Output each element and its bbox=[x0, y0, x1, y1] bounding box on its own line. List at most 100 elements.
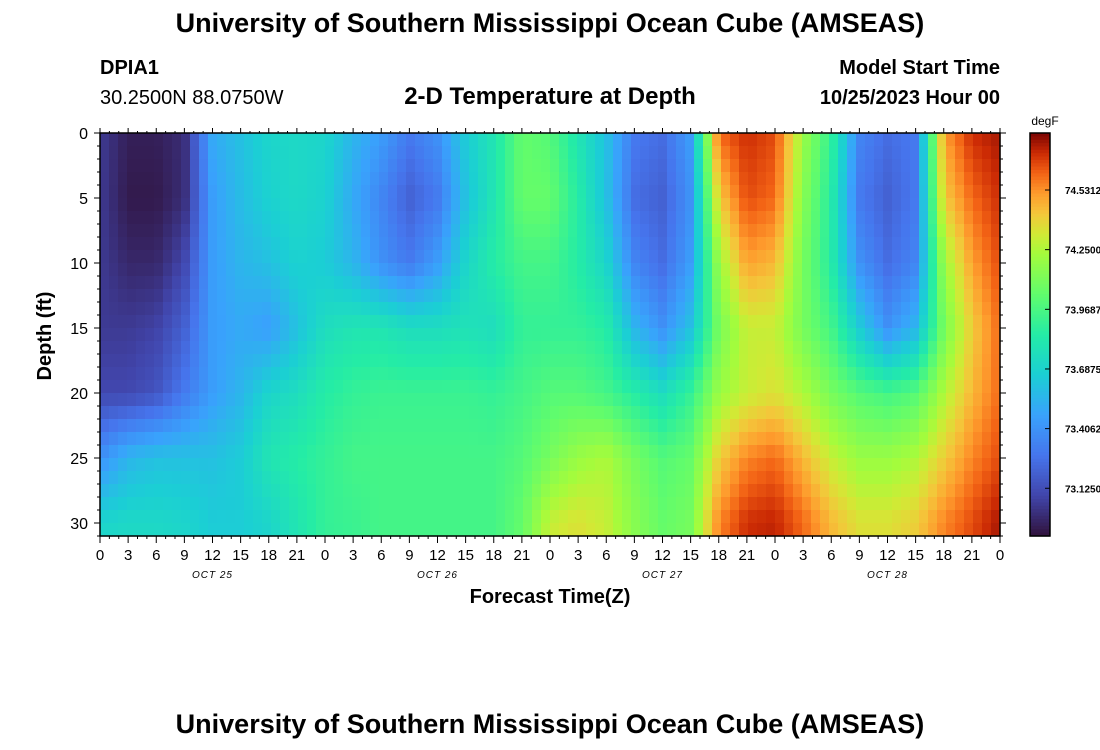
heatmap-cell bbox=[514, 380, 524, 394]
heatmap-cell bbox=[379, 523, 389, 537]
colorbar-band bbox=[1030, 220, 1050, 225]
heatmap-cell bbox=[487, 315, 497, 329]
heatmap-cell bbox=[487, 172, 497, 186]
heatmap-cell bbox=[568, 237, 578, 251]
heatmap-cell bbox=[388, 354, 398, 368]
heatmap-cell bbox=[136, 354, 146, 368]
heatmap-cell bbox=[676, 146, 686, 160]
heatmap-cell bbox=[775, 237, 785, 251]
heatmap-cell bbox=[991, 484, 1001, 498]
heatmap-cell bbox=[343, 510, 353, 524]
heatmap-cell bbox=[406, 393, 416, 407]
heatmap-cell bbox=[235, 497, 245, 511]
heatmap-cell bbox=[883, 237, 893, 251]
heatmap-cell bbox=[748, 497, 758, 511]
heatmap-cell bbox=[523, 211, 533, 225]
heatmap-cell bbox=[667, 523, 677, 537]
heatmap-cell bbox=[730, 445, 740, 459]
heatmap-cell bbox=[397, 354, 407, 368]
heatmap-cell bbox=[811, 419, 821, 433]
heatmap-cell bbox=[874, 185, 884, 199]
heatmap-cell bbox=[883, 133, 893, 147]
heatmap-cell bbox=[397, 172, 407, 186]
heatmap-cell bbox=[892, 224, 902, 238]
heatmap-cell bbox=[559, 341, 569, 355]
heatmap-cell bbox=[766, 432, 776, 446]
heatmap-cell bbox=[163, 250, 173, 264]
heatmap-cell bbox=[757, 484, 767, 498]
heatmap-cell bbox=[415, 458, 425, 472]
heatmap-cell bbox=[568, 445, 578, 459]
heatmap-cell bbox=[847, 328, 857, 342]
heatmap-cell bbox=[910, 380, 920, 394]
heatmap-cell bbox=[514, 510, 524, 524]
heatmap-cell bbox=[658, 159, 668, 173]
heatmap-cell bbox=[181, 198, 191, 212]
heatmap-cell bbox=[820, 315, 830, 329]
heatmap-cell bbox=[253, 172, 263, 186]
heatmap-cell bbox=[910, 133, 920, 147]
heatmap-cell bbox=[658, 146, 668, 160]
heatmap-cell bbox=[838, 419, 848, 433]
heatmap-cell bbox=[937, 380, 947, 394]
heatmap-cell bbox=[721, 432, 731, 446]
heatmap-cell bbox=[388, 198, 398, 212]
heatmap-cell bbox=[568, 341, 578, 355]
heatmap-cell bbox=[658, 471, 668, 485]
heatmap-cell bbox=[127, 445, 137, 459]
heatmap-cell bbox=[469, 354, 479, 368]
heatmap-cell bbox=[685, 471, 695, 485]
heatmap-cell bbox=[316, 276, 326, 290]
heatmap-cell bbox=[586, 510, 596, 524]
heatmap-cell bbox=[991, 406, 1001, 420]
heatmap-cell bbox=[226, 406, 236, 420]
heatmap-cell bbox=[685, 458, 695, 472]
heatmap-cell bbox=[928, 432, 938, 446]
heatmap-cell bbox=[433, 263, 443, 277]
heatmap-cell bbox=[559, 302, 569, 316]
heatmap-cell bbox=[901, 419, 911, 433]
heatmap-cell bbox=[568, 289, 578, 303]
heatmap-cell bbox=[856, 250, 866, 264]
heatmap-cell bbox=[154, 263, 164, 277]
heatmap-cell bbox=[667, 445, 677, 459]
heatmap-cell bbox=[559, 276, 569, 290]
heatmap-cell bbox=[622, 458, 632, 472]
heatmap-cell bbox=[577, 237, 587, 251]
heatmap-cell bbox=[244, 354, 254, 368]
heatmap-cell bbox=[334, 432, 344, 446]
heatmap-cell bbox=[478, 341, 488, 355]
heatmap-cell bbox=[730, 198, 740, 212]
heatmap-cell bbox=[721, 263, 731, 277]
heatmap-cell bbox=[586, 367, 596, 381]
heatmap-cell bbox=[946, 302, 956, 316]
heatmap-cell bbox=[352, 380, 362, 394]
heatmap-cell bbox=[280, 497, 290, 511]
heatmap-cell bbox=[460, 380, 470, 394]
heatmap-cell bbox=[856, 523, 866, 537]
heatmap-cell bbox=[316, 146, 326, 160]
heatmap-cell bbox=[640, 406, 650, 420]
heatmap-cell bbox=[532, 133, 542, 147]
heatmap-cell bbox=[181, 510, 191, 524]
heatmap-cell bbox=[487, 497, 497, 511]
heatmap-cell bbox=[847, 341, 857, 355]
heatmap-cell bbox=[748, 276, 758, 290]
heatmap-cell bbox=[343, 354, 353, 368]
heatmap-cell bbox=[883, 471, 893, 485]
heatmap-cell bbox=[847, 237, 857, 251]
heatmap-cell bbox=[199, 341, 209, 355]
heatmap-cell bbox=[586, 523, 596, 537]
heatmap-cell bbox=[883, 380, 893, 394]
heatmap-cell bbox=[550, 328, 560, 342]
heatmap-cell bbox=[928, 289, 938, 303]
heatmap-cell bbox=[478, 380, 488, 394]
heatmap-cell bbox=[415, 497, 425, 511]
heatmap-cell bbox=[253, 146, 263, 160]
heatmap-cell bbox=[829, 315, 839, 329]
heatmap-cell bbox=[757, 406, 767, 420]
heatmap-cell bbox=[271, 185, 281, 199]
heatmap-cell bbox=[388, 211, 398, 225]
heatmap-cell bbox=[757, 211, 767, 225]
heatmap-cell bbox=[865, 289, 875, 303]
